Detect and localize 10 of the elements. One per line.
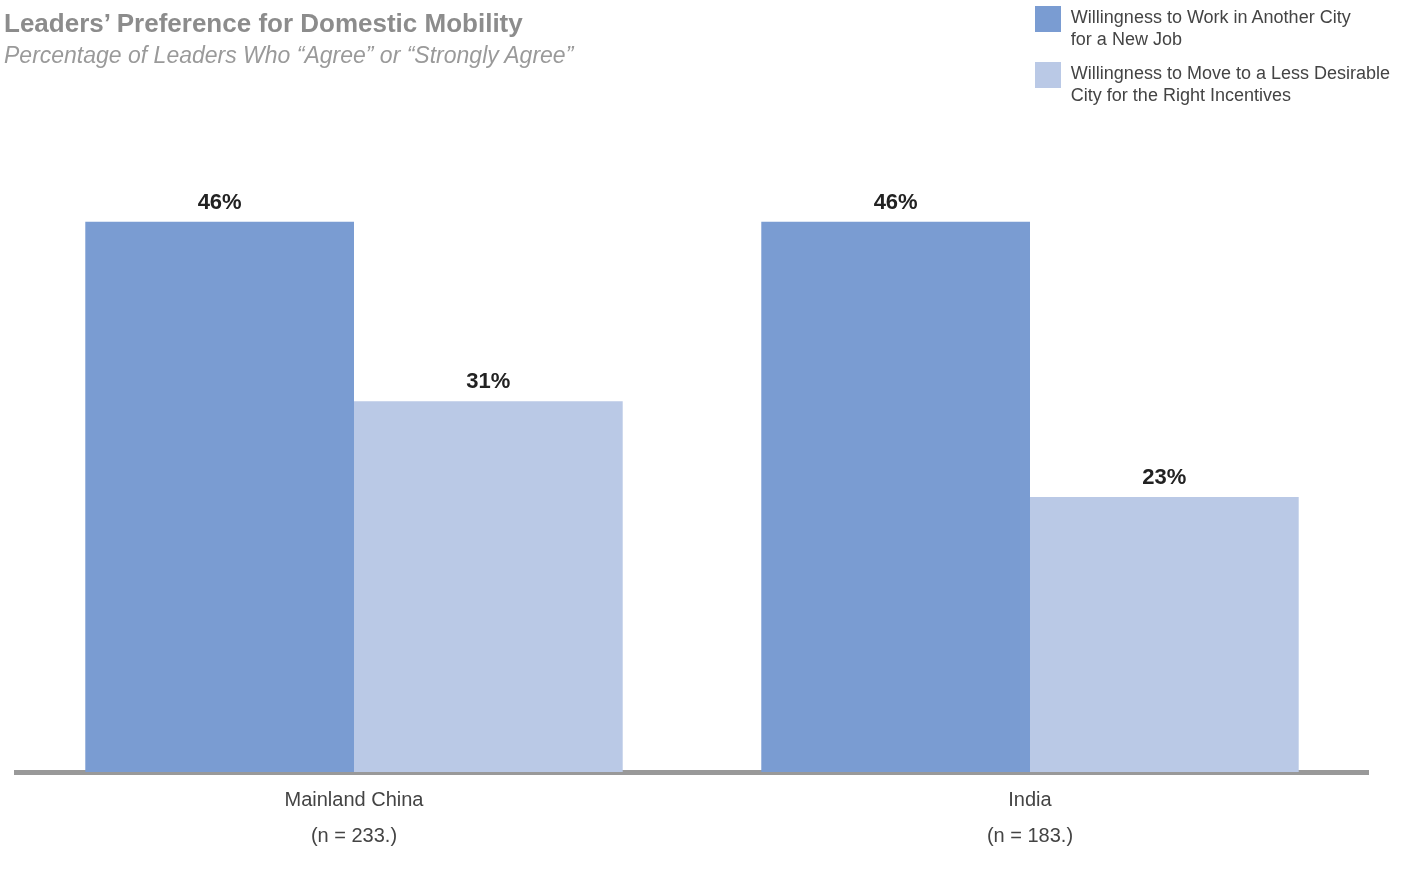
chart-subtitle: Percentage of Leaders Who “Agree” or “Strongly Agree” (4, 42, 574, 69)
data-label: 23% (1142, 463, 1187, 489)
legend-label: Willingness to Move to a Less Desirable City for the Right Incentives (1070, 62, 1390, 106)
chart-title: Leaders’ Preference for Domestic Mobility (4, 8, 523, 39)
x-tick-label: India (n = 183.) (986, 787, 1074, 846)
legend-label: Willingness to Work in Another City for a New Job (1070, 6, 1351, 50)
data-label: 46% (197, 188, 242, 214)
data-label: 31% (466, 368, 511, 394)
data-label: 46% (873, 188, 918, 214)
x-tick-label: Mainland China (n = 233.) (284, 787, 425, 846)
